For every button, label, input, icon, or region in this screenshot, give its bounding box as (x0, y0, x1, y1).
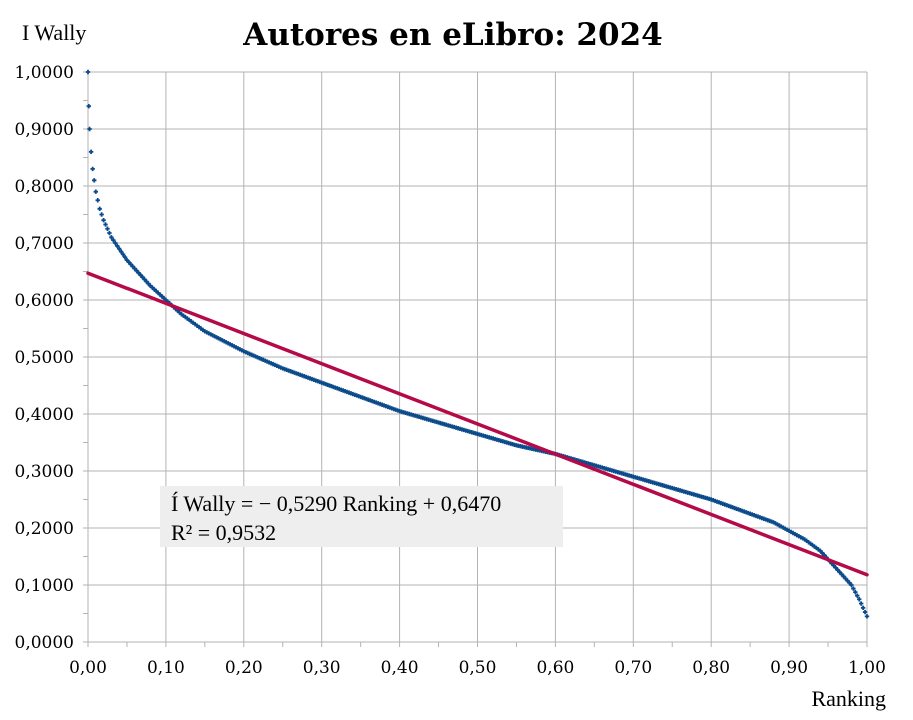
data-point (109, 235, 114, 240)
x-tick-label: 1,00 (848, 658, 886, 678)
r-squared: R² = 0,9532 (171, 520, 276, 545)
regression-equation-box: Í Wally = − 0,5290 Ranking + 0,6470 R² =… (160, 486, 563, 547)
chart-title: Autores en eLibro: 2024 (242, 17, 662, 53)
data-point (95, 198, 100, 203)
x-tick-label: 0,80 (692, 658, 730, 678)
x-tick-label: 0,90 (770, 658, 808, 678)
y-tick-label: 0,0000 (15, 633, 74, 653)
y-tick-labels: 0,0000 0,1000 0,2000 0,3000 0,4000 0,5000 0,60… (15, 63, 74, 653)
y-tick-label: 0,5000 (15, 348, 74, 368)
data-point (855, 593, 860, 598)
data-point (107, 230, 112, 236)
data-point (122, 255, 128, 260)
data-point (853, 589, 858, 595)
x-tick-label: 0,00 (69, 658, 107, 678)
y-tick-label: 0,8000 (15, 177, 74, 197)
x-tick-label: 0,40 (381, 658, 419, 678)
axes (83, 71, 868, 647)
y-tick-label: 0,7000 (15, 234, 74, 254)
y-tick-label: 0,3000 (15, 462, 74, 482)
x-tick-labels: 0,00 0,10 0,20 0,30 0,40 0,50 0,60 0,70 0,80 0,90… (69, 658, 886, 678)
data-point (851, 586, 856, 591)
x-tick-label: 0,30 (303, 658, 341, 678)
data-point (858, 601, 864, 606)
data-point (862, 609, 868, 615)
data-point (90, 166, 95, 172)
regression-equation: Í Wally = − 0,5290 Ranking + 0,6470 (171, 491, 501, 516)
y-tick-label: 0,6000 (15, 291, 74, 311)
data-point (93, 189, 98, 194)
x-tick-label: 0,60 (536, 658, 574, 678)
data-point (113, 240, 118, 246)
data-point (92, 178, 97, 183)
regression-equation-background (160, 486, 563, 547)
trend-line-series (86, 271, 869, 577)
x-tick-label: 0,70 (614, 658, 652, 678)
data-point (864, 614, 870, 619)
data-point (105, 226, 110, 231)
data-point (87, 126, 92, 132)
y-tick-label: 0,4000 (15, 405, 74, 425)
x-tick-label: 0,10 (147, 658, 185, 678)
data-point (118, 249, 124, 254)
grid (87, 71, 868, 643)
y-tick-label: 0,9000 (15, 120, 74, 140)
data-point (99, 212, 104, 217)
x-tick-label: 0,50 (459, 658, 497, 678)
data-point (101, 218, 106, 223)
scatter-series (85, 69, 870, 619)
data-point (860, 605, 866, 610)
y-axis-title: I Wally (22, 20, 86, 45)
data-point (849, 582, 854, 588)
data-point (103, 222, 108, 227)
data-point (120, 252, 126, 257)
x-tick-label: 0,20 (225, 658, 263, 678)
data-point (97, 206, 102, 211)
x-axis-title: Ranking (811, 686, 886, 711)
y-tick-label: 0,1000 (15, 576, 74, 596)
y-tick-label: 1,0000 (15, 63, 74, 83)
data-point (86, 104, 91, 109)
y-tick-label: 0,2000 (15, 519, 74, 539)
data-point (88, 149, 94, 154)
data-point (111, 237, 116, 243)
data-point (116, 246, 122, 251)
data-point (857, 597, 862, 602)
trend-line (86, 271, 869, 577)
data-point (115, 243, 120, 249)
data-point (85, 69, 91, 75)
